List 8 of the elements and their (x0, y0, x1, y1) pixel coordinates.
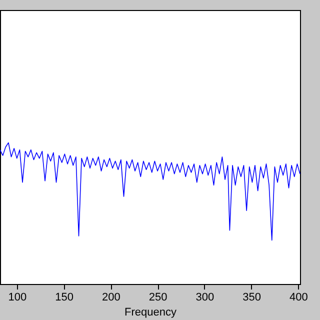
x-axis-title: Frequency (124, 306, 177, 318)
x-tick-label: 150 (55, 292, 74, 304)
x-tick-label: 400 (289, 292, 308, 304)
x-tick-label: 250 (148, 292, 168, 304)
x-tick-label: 200 (102, 292, 120, 304)
x-tick-label: 350 (242, 292, 261, 304)
x-tick-label: 300 (196, 292, 214, 304)
x-tick-label: 100 (8, 292, 27, 304)
